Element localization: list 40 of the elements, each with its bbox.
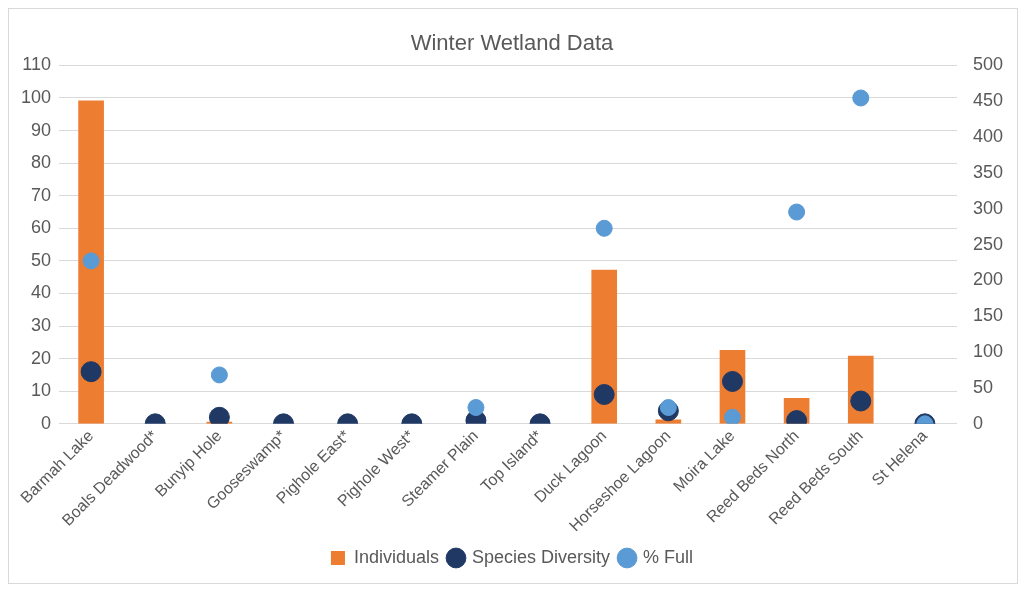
y2-tick-label: 50 bbox=[972, 376, 993, 397]
y2-tick-label: 0 bbox=[972, 412, 983, 433]
y2-tick-label: 500 bbox=[972, 54, 1004, 75]
point bbox=[467, 399, 485, 417]
y-tick-label: 30 bbox=[31, 315, 52, 336]
point bbox=[850, 390, 872, 412]
y-tick-label: 0 bbox=[41, 412, 52, 433]
bar bbox=[591, 269, 618, 424]
point bbox=[80, 361, 102, 383]
y2-tick-label: 450 bbox=[972, 90, 1004, 111]
y2-tick-label: 400 bbox=[972, 126, 1004, 147]
point bbox=[723, 408, 741, 424]
y-tick-label: 70 bbox=[31, 184, 52, 205]
legend-label: % Full bbox=[643, 546, 694, 567]
y2-tick-label: 100 bbox=[972, 341, 1004, 362]
y-tick-label: 90 bbox=[31, 119, 52, 140]
y2-tick-label: 200 bbox=[972, 269, 1004, 290]
y-tick-label: 100 bbox=[20, 86, 52, 107]
y-tick-label: 10 bbox=[31, 380, 52, 401]
y2-tick-label: 150 bbox=[972, 305, 1004, 326]
y-tick-label: 80 bbox=[31, 152, 52, 173]
point bbox=[852, 89, 870, 107]
y-tick-label: 20 bbox=[31, 347, 52, 368]
y-tick-label: 50 bbox=[31, 249, 52, 270]
legend-label: Species Diversity bbox=[472, 546, 611, 567]
y2-tick-label: 350 bbox=[972, 161, 1004, 182]
point bbox=[593, 383, 615, 405]
y-tick-label: 110 bbox=[22, 54, 52, 75]
point bbox=[82, 252, 100, 270]
legend-label: Individuals bbox=[353, 546, 440, 567]
bar bbox=[78, 100, 104, 424]
point bbox=[595, 219, 613, 237]
point bbox=[210, 366, 228, 384]
point bbox=[788, 203, 806, 221]
chart-title: Winter Wetland Data bbox=[410, 30, 615, 56]
y-tick-label: 40 bbox=[31, 282, 52, 303]
y2-tick-label: 250 bbox=[972, 233, 1004, 254]
y-tick-label: 60 bbox=[31, 217, 52, 238]
y2-tick-label: 300 bbox=[972, 197, 1004, 218]
point bbox=[659, 399, 677, 417]
